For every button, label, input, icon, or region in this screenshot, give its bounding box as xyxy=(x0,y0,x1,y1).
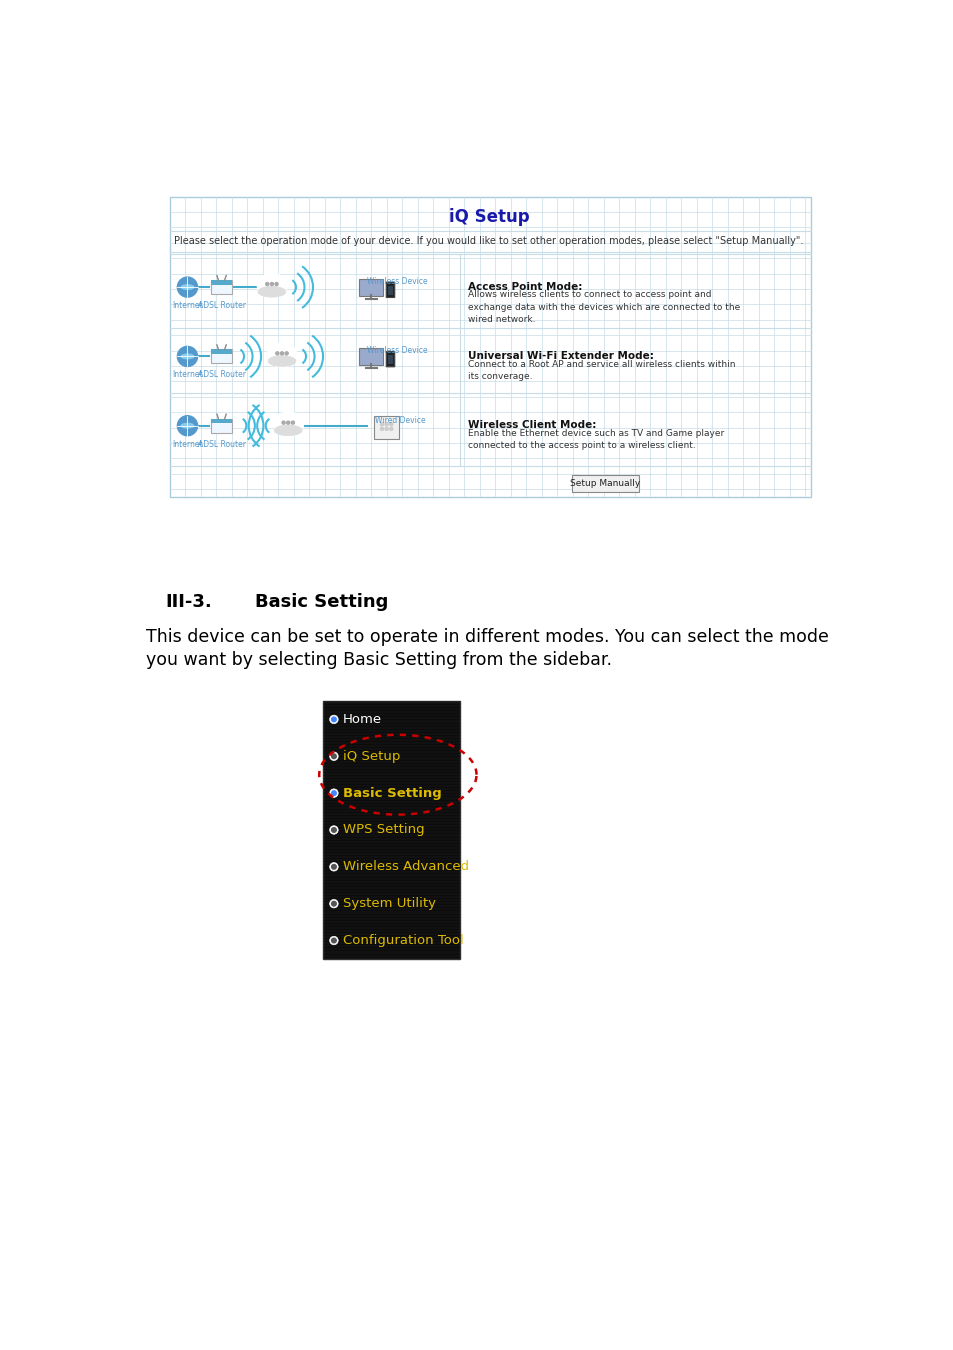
Text: WPS Setting: WPS Setting xyxy=(343,824,424,837)
FancyBboxPatch shape xyxy=(387,286,393,294)
Circle shape xyxy=(274,282,278,286)
Text: Setup Manually: Setup Manually xyxy=(570,479,640,489)
Circle shape xyxy=(177,277,197,297)
Circle shape xyxy=(330,863,337,871)
FancyBboxPatch shape xyxy=(359,348,382,364)
FancyBboxPatch shape xyxy=(211,350,233,363)
FancyBboxPatch shape xyxy=(374,416,398,439)
FancyBboxPatch shape xyxy=(211,418,233,432)
FancyBboxPatch shape xyxy=(211,281,233,285)
Circle shape xyxy=(177,347,197,366)
Circle shape xyxy=(332,753,335,759)
Ellipse shape xyxy=(267,343,296,367)
Text: Wired Device: Wired Device xyxy=(375,416,425,425)
Text: Access Point Mode:: Access Point Mode: xyxy=(468,282,581,292)
Circle shape xyxy=(385,423,388,425)
Circle shape xyxy=(332,791,335,795)
Text: Configuration Tool: Configuration Tool xyxy=(343,934,463,948)
Ellipse shape xyxy=(180,354,194,359)
Ellipse shape xyxy=(257,273,286,298)
Circle shape xyxy=(330,826,337,834)
Text: iQ Setup: iQ Setup xyxy=(448,208,529,227)
Circle shape xyxy=(177,416,197,436)
Ellipse shape xyxy=(268,355,295,366)
Text: Wireless Device: Wireless Device xyxy=(367,277,427,286)
FancyBboxPatch shape xyxy=(211,350,233,354)
FancyBboxPatch shape xyxy=(386,351,395,367)
Circle shape xyxy=(332,864,335,869)
Circle shape xyxy=(285,352,288,355)
Circle shape xyxy=(330,716,337,724)
Circle shape xyxy=(385,427,388,431)
Circle shape xyxy=(280,352,283,355)
Ellipse shape xyxy=(274,425,302,436)
Circle shape xyxy=(330,899,337,909)
Text: you want by selecting Basic Setting from the sidebar.: you want by selecting Basic Setting from… xyxy=(146,651,612,670)
Circle shape xyxy=(380,423,383,425)
Circle shape xyxy=(286,421,290,424)
Text: Connect to a Root AP and service all wireless clients within
its converage.: Connect to a Root AP and service all wir… xyxy=(468,359,735,381)
Text: This device can be set to operate in different modes. You can select the mode: This device can be set to operate in dif… xyxy=(146,628,828,645)
FancyBboxPatch shape xyxy=(211,418,233,424)
Circle shape xyxy=(380,427,383,431)
Circle shape xyxy=(275,352,278,355)
Text: Wireless Device: Wireless Device xyxy=(367,347,427,355)
Text: ADSL Router: ADSL Router xyxy=(197,370,245,379)
Text: Home: Home xyxy=(343,713,382,726)
Text: Basic Setting: Basic Setting xyxy=(343,787,441,799)
FancyBboxPatch shape xyxy=(211,281,233,294)
Text: ADSL Router: ADSL Router xyxy=(197,440,245,448)
FancyBboxPatch shape xyxy=(170,197,810,497)
Text: Internet: Internet xyxy=(172,301,203,310)
Circle shape xyxy=(390,423,393,425)
Circle shape xyxy=(330,788,337,798)
Text: Wireless Client Mode:: Wireless Client Mode: xyxy=(468,420,596,431)
FancyBboxPatch shape xyxy=(571,475,639,493)
Circle shape xyxy=(330,937,337,945)
Text: ADSL Router: ADSL Router xyxy=(197,301,245,310)
Text: Universal Wi-Fi Extender Mode:: Universal Wi-Fi Extender Mode: xyxy=(468,351,653,360)
Text: iQ Setup: iQ Setup xyxy=(343,749,400,763)
Ellipse shape xyxy=(257,286,286,297)
Ellipse shape xyxy=(180,423,194,429)
FancyBboxPatch shape xyxy=(323,701,459,958)
Circle shape xyxy=(291,421,294,424)
FancyBboxPatch shape xyxy=(359,278,382,296)
Text: Allows wireless clients to connect to access point and
exchange data with the de: Allows wireless clients to connect to ac… xyxy=(468,290,740,324)
Circle shape xyxy=(330,752,337,760)
Text: Internet: Internet xyxy=(172,440,203,448)
Circle shape xyxy=(266,282,269,286)
Text: Enable the Ethernet device such as TV and Game player
connected to the access po: Enable the Ethernet device such as TV an… xyxy=(468,429,723,451)
Text: Wireless Advanced: Wireless Advanced xyxy=(343,860,469,873)
Circle shape xyxy=(332,828,335,833)
Text: III-3.: III-3. xyxy=(166,593,213,612)
Text: Internet: Internet xyxy=(172,370,203,379)
Text: Please select the operation mode of your device. If you would like to set other : Please select the operation mode of your… xyxy=(174,235,802,246)
Text: System Utility: System Utility xyxy=(343,898,436,910)
Circle shape xyxy=(390,427,393,431)
Text: Basic Setting: Basic Setting xyxy=(254,593,388,612)
Circle shape xyxy=(332,717,335,722)
Circle shape xyxy=(282,421,285,424)
Ellipse shape xyxy=(274,412,303,436)
Circle shape xyxy=(332,938,335,942)
FancyBboxPatch shape xyxy=(387,355,393,364)
FancyBboxPatch shape xyxy=(386,282,395,297)
Circle shape xyxy=(270,282,274,286)
Circle shape xyxy=(332,902,335,906)
Ellipse shape xyxy=(180,284,194,290)
